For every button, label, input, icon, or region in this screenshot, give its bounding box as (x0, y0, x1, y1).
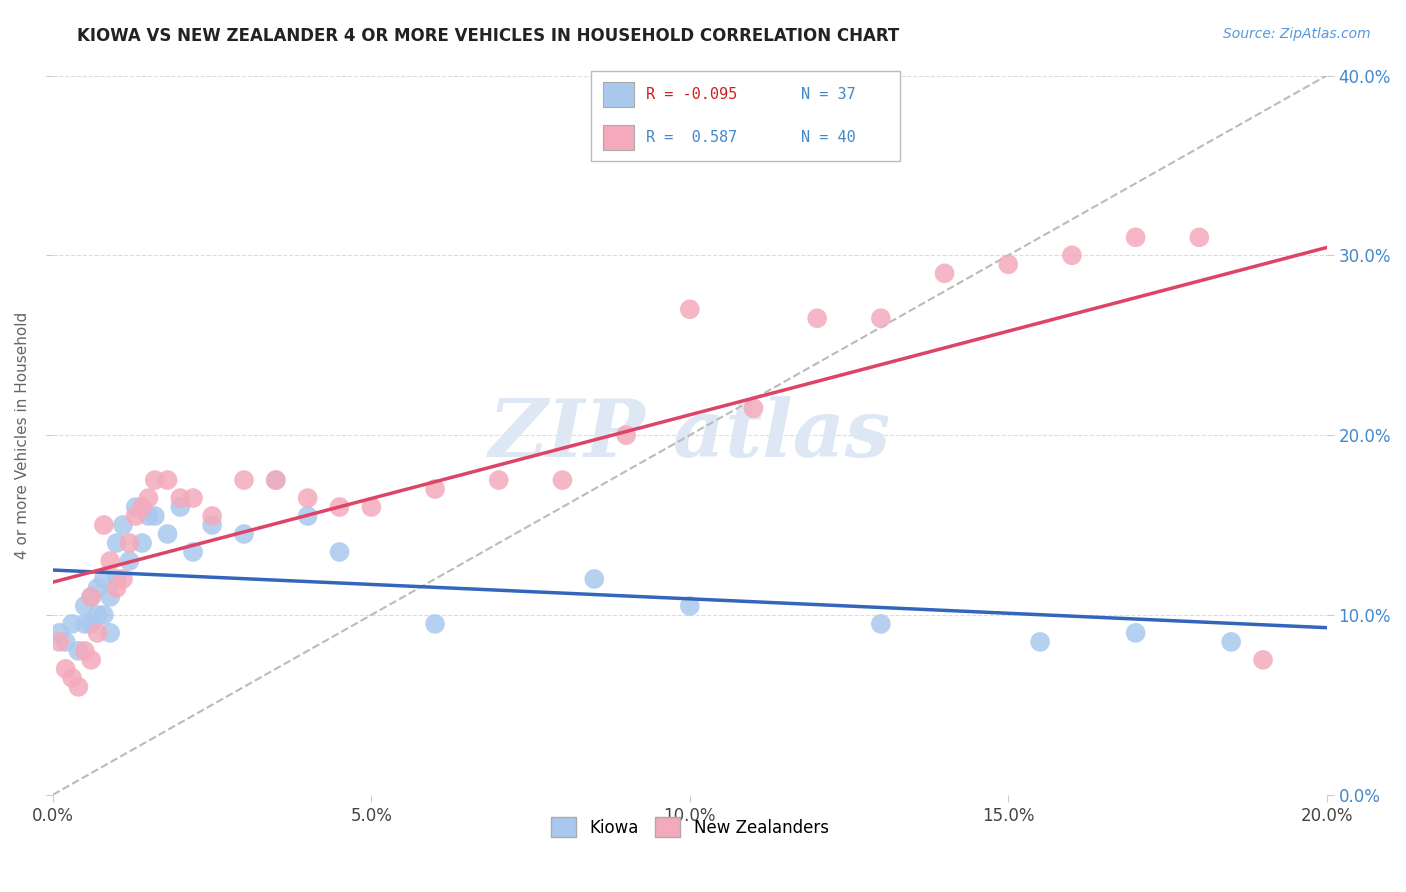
Point (181, 545, 204, 559)
Text: R =  0.587: R = 0.587 (647, 130, 738, 145)
Point (73, 644, 96, 658)
Point (1029, 635, 1052, 649)
Point (156, 527, 179, 541)
Point (67, 644, 90, 658)
Point (201, 508, 224, 523)
Point (1125, 230, 1147, 244)
FancyBboxPatch shape (603, 82, 634, 107)
Point (48, 635, 70, 649)
Point (679, 599, 702, 613)
Point (551, 473, 574, 487)
Point (55, 635, 77, 649)
Y-axis label: 4 or more Vehicles in Household: 4 or more Vehicles in Household (15, 311, 30, 558)
Point (264, 473, 287, 487)
Text: N = 37: N = 37 (801, 87, 856, 102)
Point (60, 671, 83, 685)
Point (86, 607, 108, 622)
Point (125, 500, 148, 514)
Point (131, 536, 153, 550)
Point (80, 616, 103, 631)
Point (125, 508, 148, 523)
Point (181, 491, 204, 505)
Point (93, 607, 115, 622)
Point (98, 626, 121, 640)
Point (1251, 653, 1274, 667)
Point (60, 616, 83, 631)
Point (118, 554, 141, 568)
Point (105, 581, 128, 595)
Point (997, 257, 1019, 271)
Point (73, 616, 96, 631)
Point (138, 508, 160, 523)
Point (111, 572, 134, 586)
Point (201, 518, 224, 533)
Point (86, 581, 108, 595)
Point (67, 680, 90, 694)
Text: N = 40: N = 40 (801, 130, 856, 145)
Point (934, 266, 956, 280)
Legend: Kiowa, New Zealanders: Kiowa, New Zealanders (544, 810, 835, 844)
Point (488, 473, 510, 487)
Text: KIOWA VS NEW ZEALANDER 4 OR MORE VEHICLES IN HOUSEHOLD CORRELATION CHART: KIOWA VS NEW ZEALANDER 4 OR MORE VEHICLE… (77, 27, 900, 45)
Point (614, 428, 637, 442)
FancyBboxPatch shape (591, 71, 900, 161)
Point (264, 473, 287, 487)
Point (806, 311, 828, 326)
Point (360, 500, 382, 514)
FancyBboxPatch shape (603, 125, 634, 150)
Point (48, 626, 70, 640)
Text: R = -0.095: R = -0.095 (647, 87, 738, 102)
Point (328, 545, 350, 559)
Point (233, 527, 256, 541)
Point (423, 616, 446, 631)
Point (98, 590, 121, 604)
Point (1220, 635, 1243, 649)
Point (169, 491, 191, 505)
Point (1060, 248, 1083, 262)
Point (156, 473, 179, 487)
Point (86, 626, 108, 640)
Point (98, 554, 121, 568)
Point (105, 536, 128, 550)
Point (233, 473, 256, 487)
Point (143, 473, 166, 487)
Point (105, 572, 128, 586)
Point (297, 508, 319, 523)
Text: Source: ZipAtlas.com: Source: ZipAtlas.com (1223, 27, 1371, 41)
Point (73, 599, 96, 613)
Point (111, 518, 134, 533)
Point (80, 653, 103, 667)
Point (80, 590, 103, 604)
Point (870, 311, 893, 326)
Point (423, 482, 446, 496)
Text: ZIP atlas: ZIP atlas (489, 396, 891, 474)
Point (328, 500, 350, 514)
Point (169, 500, 191, 514)
Point (118, 536, 141, 550)
Point (131, 500, 153, 514)
Point (80, 590, 103, 604)
Point (93, 518, 115, 533)
Point (93, 572, 115, 586)
Point (742, 401, 765, 416)
Point (1125, 626, 1147, 640)
Point (870, 616, 893, 631)
Point (297, 491, 319, 505)
Point (143, 508, 166, 523)
Point (55, 662, 77, 676)
Point (138, 491, 160, 505)
Point (679, 302, 702, 317)
Point (583, 572, 606, 586)
Point (1188, 230, 1211, 244)
